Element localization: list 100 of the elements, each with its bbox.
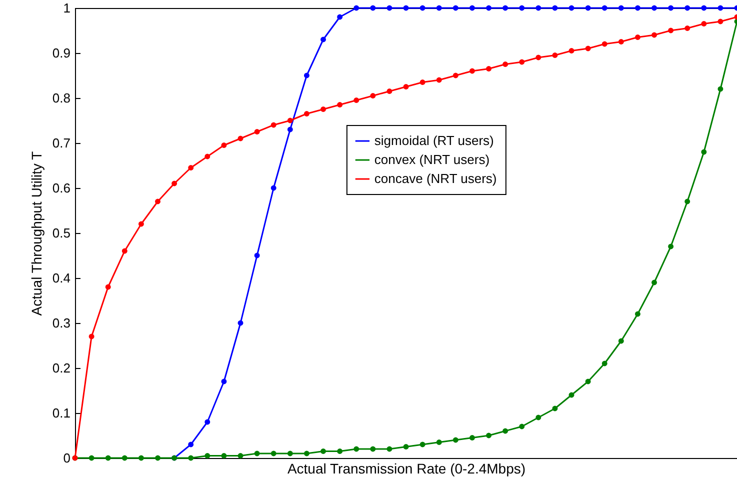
point — [718, 5, 724, 11]
point — [403, 444, 409, 450]
point — [420, 442, 426, 448]
point — [304, 111, 310, 116]
point — [436, 440, 442, 445]
point — [204, 419, 210, 425]
point — [337, 14, 343, 20]
point — [403, 84, 409, 90]
point — [469, 5, 475, 11]
y-axis-title: Actual Throughput Utility T — [28, 150, 44, 316]
point — [552, 406, 558, 412]
y-tick-label: 0.4 — [52, 270, 70, 286]
point — [320, 36, 326, 42]
point — [585, 378, 591, 384]
point — [668, 28, 674, 34]
point — [254, 252, 260, 258]
point — [701, 21, 707, 26]
point — [452, 5, 458, 11]
point — [652, 32, 657, 38]
point — [254, 129, 260, 134]
point — [304, 72, 310, 78]
point — [536, 5, 542, 11]
point — [568, 5, 574, 11]
point — [221, 453, 227, 458]
x-axis-title: Actual Transmission Rate (0-2.4Mbps) — [287, 460, 526, 476]
point — [270, 185, 276, 191]
point — [718, 86, 724, 92]
point — [370, 446, 376, 452]
point — [585, 46, 591, 52]
point — [204, 453, 210, 458]
y-tick-label: 0.2 — [52, 360, 70, 376]
point — [354, 446, 360, 452]
legend-label: convex (NRT users) — [374, 152, 490, 167]
point — [105, 455, 111, 461]
point — [652, 280, 657, 286]
point — [486, 432, 492, 438]
point — [254, 450, 260, 456]
y-tick-label: 0.8 — [52, 90, 70, 106]
y-tick-label: 0.3 — [52, 316, 70, 330]
point — [155, 455, 160, 461]
point — [320, 106, 326, 112]
point — [221, 142, 227, 148]
point — [172, 180, 178, 186]
point — [188, 442, 194, 448]
point — [337, 102, 343, 108]
point — [138, 455, 144, 461]
point — [155, 198, 160, 204]
point — [270, 122, 276, 128]
point — [469, 435, 475, 440]
point — [204, 154, 210, 160]
point — [618, 5, 624, 11]
point — [701, 149, 707, 155]
point — [486, 5, 492, 11]
point — [684, 5, 690, 11]
point — [618, 338, 624, 344]
point — [238, 453, 244, 458]
point — [287, 450, 293, 456]
point — [652, 5, 657, 11]
point — [354, 98, 360, 103]
point — [602, 360, 608, 366]
point — [536, 54, 542, 60]
point — [287, 118, 293, 124]
point — [420, 80, 426, 85]
point — [188, 165, 194, 170]
point — [238, 136, 244, 142]
point — [452, 437, 458, 443]
point — [552, 52, 558, 58]
point — [337, 448, 343, 454]
point — [684, 198, 690, 204]
point — [536, 414, 542, 420]
point — [668, 5, 674, 11]
point — [354, 5, 360, 11]
point — [634, 34, 640, 40]
point — [502, 5, 508, 11]
point — [634, 5, 640, 11]
point — [602, 5, 608, 11]
point — [221, 378, 227, 384]
point — [519, 424, 525, 430]
legend-label: sigmoidal (RT users) — [374, 133, 494, 148]
point — [701, 5, 707, 11]
y-tick-label: 1 — [63, 0, 70, 16]
point — [88, 455, 94, 461]
point — [122, 455, 128, 461]
y-tick-label: 0.1 — [52, 406, 70, 420]
point — [585, 5, 591, 11]
point — [386, 88, 392, 94]
point — [618, 39, 624, 44]
point — [519, 59, 525, 65]
point — [122, 248, 128, 254]
point — [386, 446, 392, 452]
y-tick-label: 0 — [63, 450, 70, 466]
point — [320, 448, 326, 454]
y-tick-label: 0.7 — [52, 136, 70, 150]
point — [238, 320, 244, 326]
point — [370, 93, 376, 98]
point — [436, 5, 442, 11]
point — [403, 5, 409, 11]
point — [469, 68, 475, 74]
point — [602, 41, 608, 47]
point — [519, 5, 525, 11]
